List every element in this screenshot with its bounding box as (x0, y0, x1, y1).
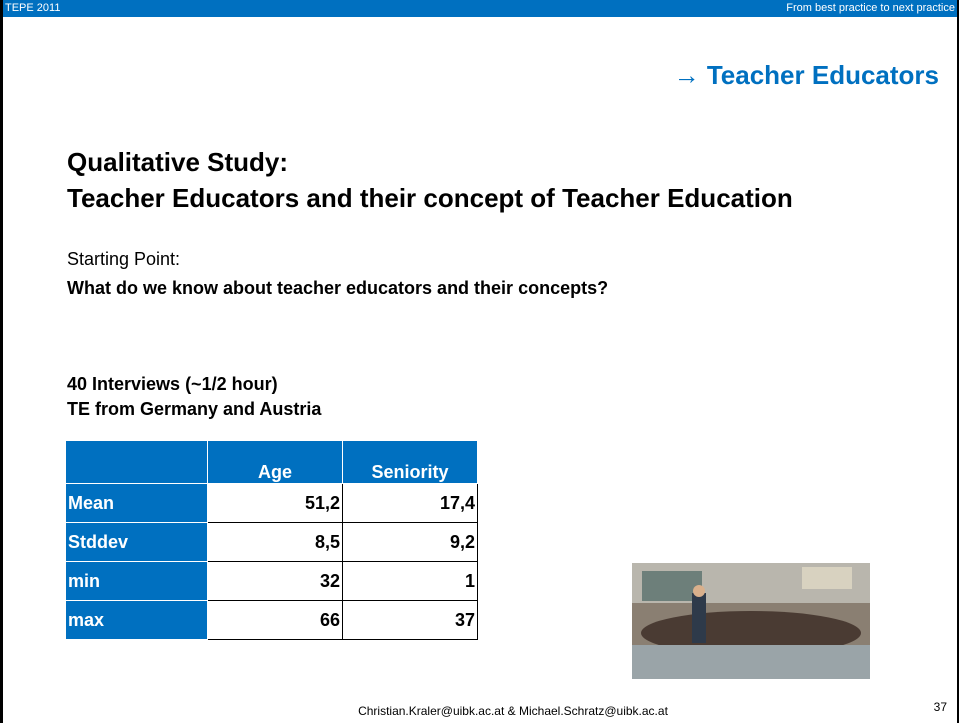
value-cell: 51,2 (208, 484, 343, 523)
starting-point-label: Starting Point: (67, 249, 180, 270)
study-line: TE from Germany and Austria (67, 399, 321, 420)
value-cell: 9,2 (343, 523, 478, 562)
photo (632, 563, 870, 679)
value-cell: 37 (343, 601, 478, 640)
value-cell: 66 (208, 601, 343, 640)
table-header: Age Seniority (66, 441, 478, 484)
row-label: Mean (66, 484, 208, 523)
slide: TEPE 2011 From best practice to next pra… (0, 0, 959, 723)
header-left: TEPE 2011 (5, 2, 60, 14)
study-line: 40 Interviews (~1/2 hour) (67, 374, 278, 395)
value-cell: 1 (343, 562, 478, 601)
page-number: 37 (934, 700, 947, 714)
header-cell: Seniority (343, 441, 478, 484)
header-cell (66, 441, 208, 484)
section-title: → Teacher Educators (674, 60, 939, 91)
value-cell: 32 (208, 562, 343, 601)
header-right: From best practice to next practice (786, 2, 955, 14)
title-line: Teacher Educators and their concept of T… (67, 183, 793, 214)
row-label: min (66, 562, 208, 601)
top-bar: TEPE 2011 From best practice to next pra… (3, 0, 957, 17)
footer-contact: Christian.Kraler@uibk.ac.at & Michael.Sc… (3, 704, 959, 718)
value-cell: 17,4 (343, 484, 478, 523)
row-label: max (66, 601, 208, 640)
starting-point-question: What do we know about teacher educators … (67, 278, 608, 299)
header-cell: Age (208, 441, 343, 484)
title-line: Qualitative Study: (67, 147, 288, 178)
row-label: Stddev (66, 523, 208, 562)
value-cell: 8,5 (208, 523, 343, 562)
